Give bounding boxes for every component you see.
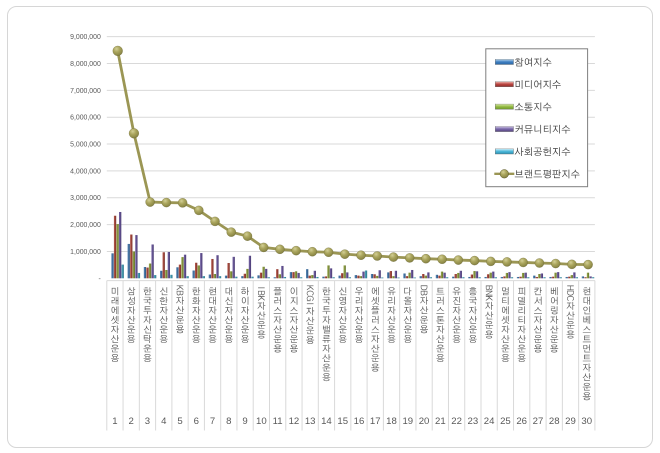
svg-text:30: 30 [581, 416, 592, 427]
svg-text:6,000,000: 6,000,000 [70, 115, 101, 122]
svg-text:1,000,000: 1,000,000 [70, 249, 101, 256]
svg-text:-: - [99, 276, 101, 283]
svg-text:5,000,000: 5,000,000 [70, 141, 101, 148]
svg-text:28: 28 [549, 416, 560, 427]
svg-text:26: 26 [516, 416, 527, 427]
svg-text:8,000,000: 8,000,000 [70, 61, 101, 68]
svg-text:29: 29 [565, 416, 576, 427]
svg-text:5: 5 [177, 416, 182, 427]
svg-text:3: 3 [145, 416, 150, 427]
svg-text:10: 10 [256, 416, 267, 427]
svg-text:15: 15 [337, 416, 348, 427]
svg-text:25: 25 [500, 416, 511, 427]
svg-text:7: 7 [210, 416, 215, 427]
svg-text:3,000,000: 3,000,000 [70, 195, 101, 202]
svg-text:23: 23 [468, 416, 479, 427]
svg-text:4: 4 [161, 416, 167, 427]
svg-text:2: 2 [129, 416, 134, 427]
svg-text:11: 11 [273, 416, 283, 427]
svg-text:22: 22 [451, 416, 462, 427]
svg-text:19: 19 [402, 416, 413, 427]
svg-text:14: 14 [321, 416, 332, 427]
svg-text:2,000,000: 2,000,000 [70, 222, 101, 229]
svg-text:4,000,000: 4,000,000 [70, 168, 101, 175]
svg-text:16: 16 [354, 416, 365, 427]
svg-text:13: 13 [305, 416, 316, 427]
svg-text:7,000,000: 7,000,000 [70, 88, 101, 95]
svg-text:12: 12 [289, 416, 300, 427]
svg-text:9: 9 [242, 416, 247, 427]
svg-text:20: 20 [419, 416, 430, 427]
svg-text:17: 17 [370, 416, 381, 427]
svg-text:9,000,000: 9,000,000 [70, 34, 101, 41]
svg-text:18: 18 [386, 416, 397, 427]
svg-text:24: 24 [484, 416, 495, 427]
svg-text:6: 6 [194, 416, 199, 427]
svg-text:27: 27 [533, 416, 544, 427]
svg-text:21: 21 [435, 416, 446, 427]
svg-text:1: 1 [112, 416, 117, 427]
svg-text:8: 8 [226, 416, 231, 427]
